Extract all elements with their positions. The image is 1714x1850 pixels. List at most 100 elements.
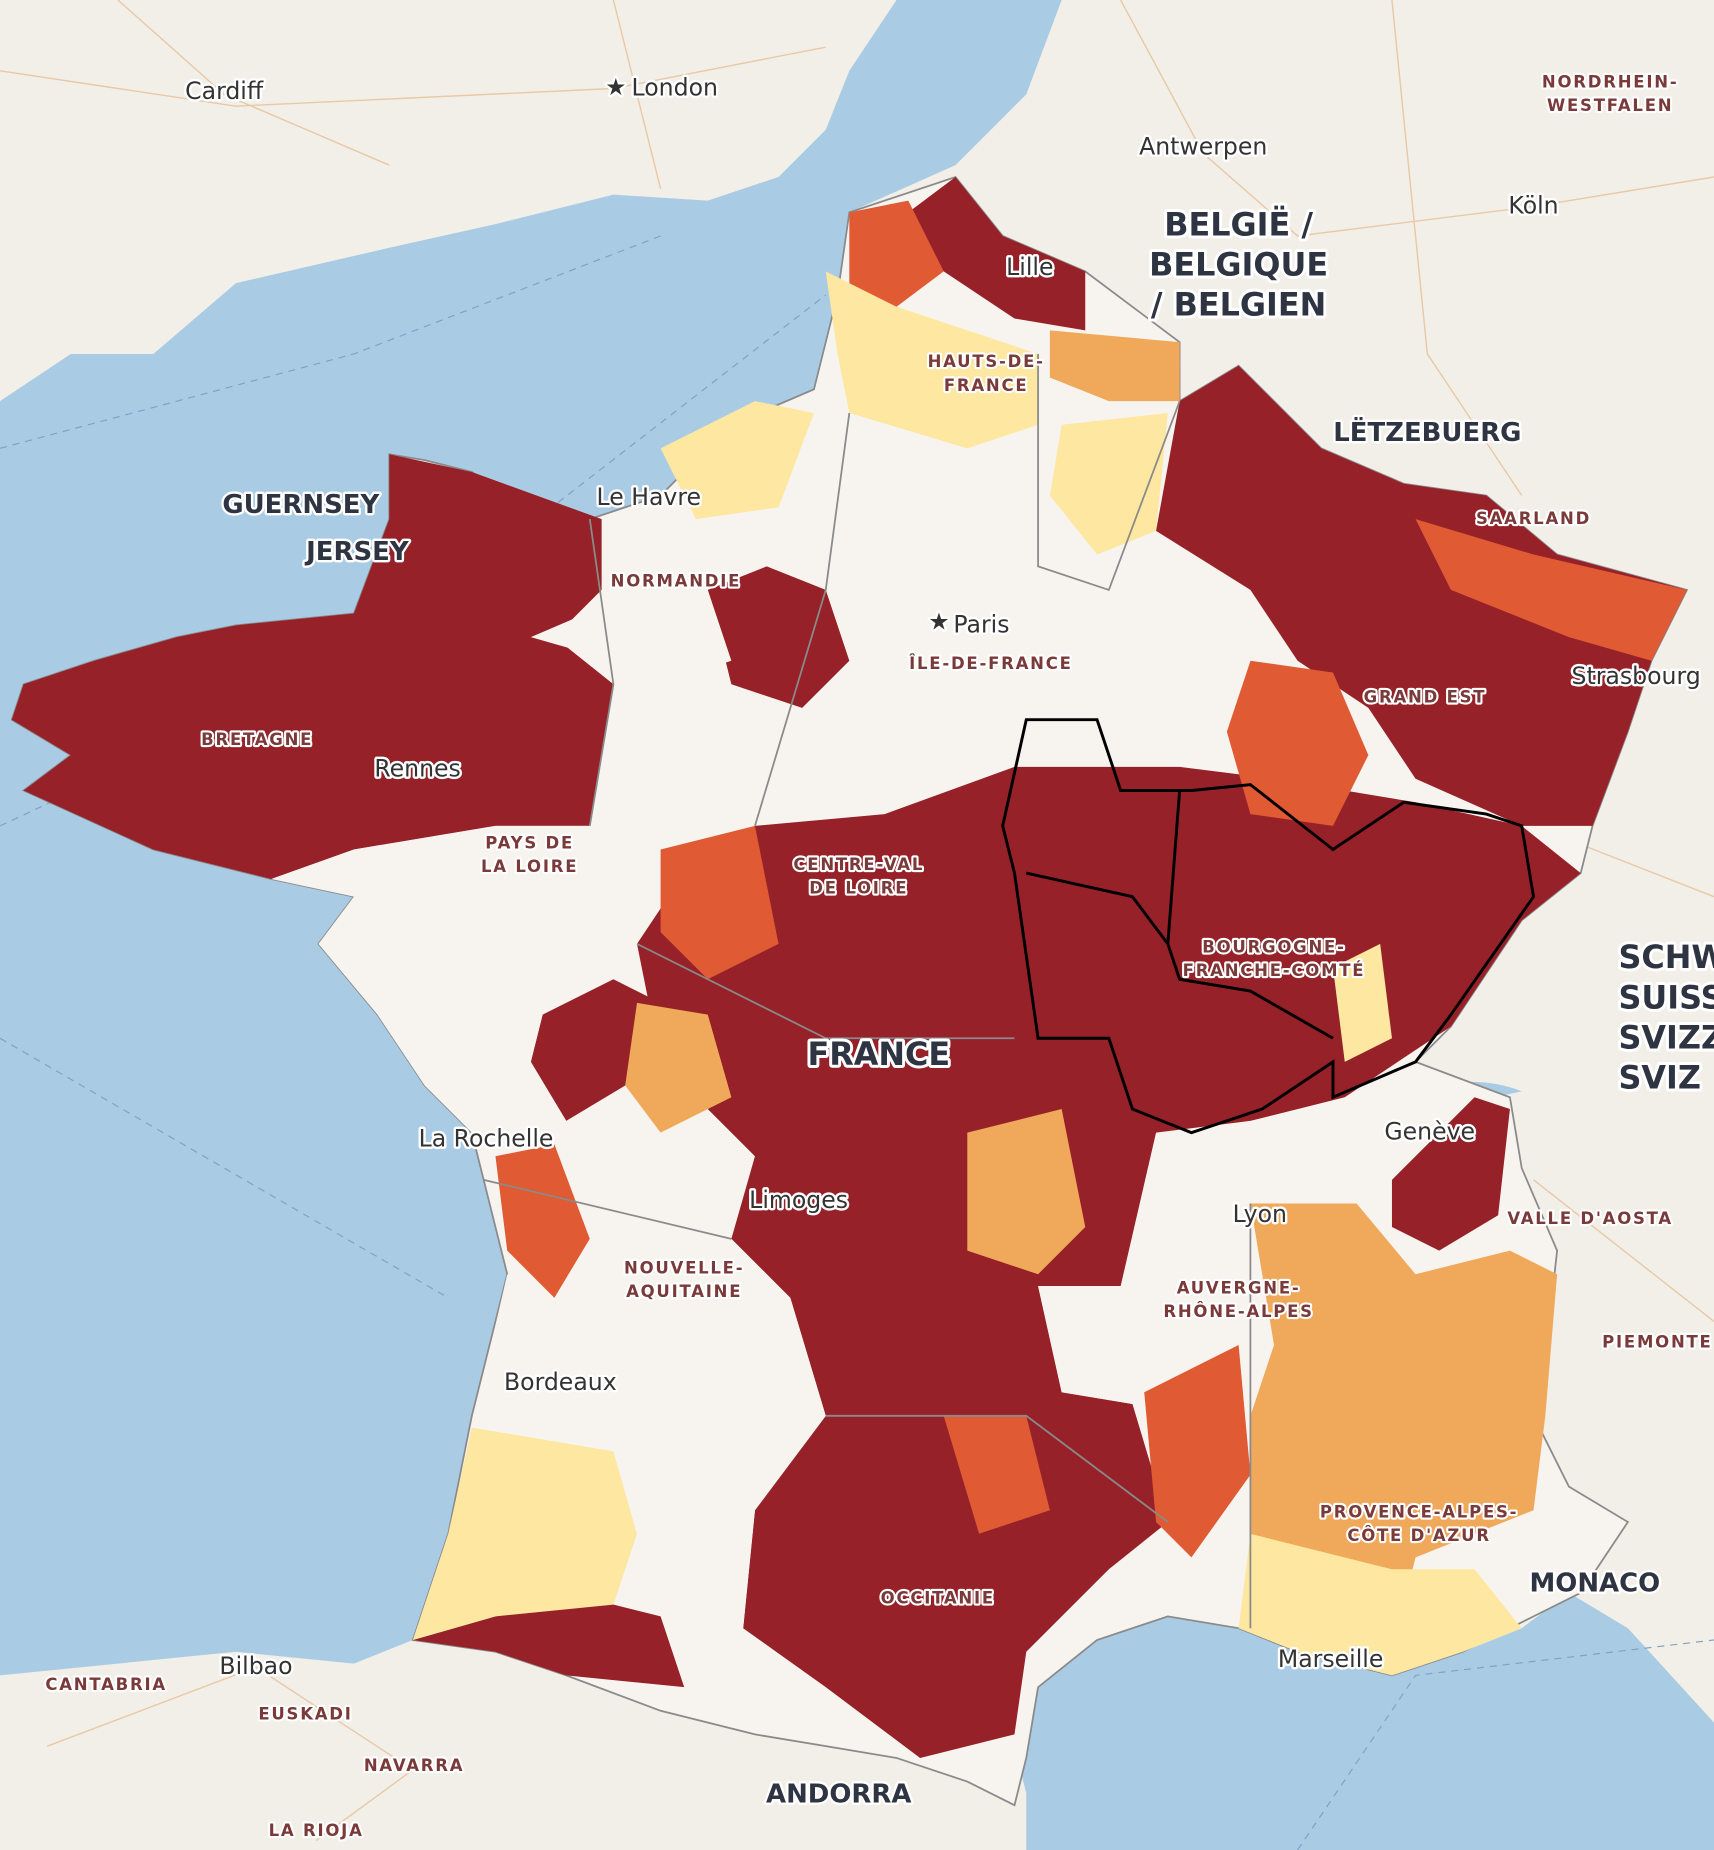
place-label: London: [632, 73, 718, 101]
label-line: PIEMONTE: [1602, 1332, 1712, 1351]
label-line: Paris: [953, 610, 1009, 638]
place-label: Marseille: [1278, 1645, 1383, 1673]
label-line: CENTRE-VAL: [793, 854, 924, 873]
label-line: / BELGIEN: [1151, 286, 1326, 324]
label-line: BELGIQUE: [1149, 246, 1328, 284]
capital-star: ★: [605, 73, 626, 101]
label-line: BELGIË /: [1164, 206, 1313, 244]
place-label: Bordeaux: [504, 1367, 617, 1395]
sea: [0, 0, 1062, 1676]
label-line: Cardiff: [185, 77, 264, 105]
place-label: NOUVELLE- AQUITAINE: [624, 1258, 744, 1301]
region-area: [1049, 412, 1168, 555]
place-label: AUVERGNE- RHÔNE-ALPES: [1163, 1278, 1313, 1321]
region-area: [625, 1002, 732, 1133]
label-line: SVIZZ: [1618, 1018, 1714, 1056]
label-line: Antwerpen: [1139, 132, 1267, 160]
place-label: LËTZEBUERG: [1333, 416, 1521, 448]
france-choropleth: [10, 175, 1689, 1807]
region-area: [412, 1592, 685, 1688]
region-area: [1038, 1286, 1168, 1405]
label-line: SCHW: [1618, 938, 1714, 976]
region-area: [1391, 1097, 1510, 1251]
place-label: ANDORRA: [766, 1779, 911, 1809]
region-area: [1415, 519, 1687, 661]
place-label: SCHWSUISSSVIZZSVIZ: [1618, 938, 1714, 1096]
place-label: LA RIOJA: [269, 1821, 364, 1840]
label-line: VALLE D'AOSTA: [1507, 1208, 1673, 1227]
region-area: [1132, 1120, 1251, 1298]
capital-star: ★: [928, 607, 949, 635]
label-line: MONACO: [1529, 1568, 1660, 1598]
label-line: La Rochelle: [419, 1124, 554, 1152]
place-label: CENTRE-VAL DE LOIRE: [793, 854, 924, 897]
region-area: [967, 1109, 1086, 1275]
region-area: [660, 825, 779, 980]
label-line: AUVERGNE-: [1177, 1278, 1301, 1297]
region-area: [412, 1427, 637, 1640]
place-label: Lille: [1006, 252, 1053, 280]
label-line: FRANCE: [944, 375, 1029, 394]
place-label: EUSKADI: [258, 1704, 352, 1723]
label-line: GRAND EST: [1364, 687, 1487, 706]
label-line: GUERNSEY: [222, 489, 380, 519]
place-label: BRETAGNE: [201, 729, 313, 748]
region-area: [271, 825, 661, 1157]
label-line: LA RIOJA: [269, 1821, 364, 1840]
label-line: Lyon: [1233, 1200, 1287, 1228]
place-label: FRANCE: [807, 1035, 950, 1073]
label-line: SVIZ: [1618, 1059, 1701, 1097]
place-label: Limoges: [749, 1186, 848, 1214]
place-label: PROVENCE-ALPES- CÔTE D'AZUR: [1320, 1502, 1518, 1545]
place-label: GRAND EST: [1364, 687, 1487, 706]
label-line: SAARLAND: [1476, 509, 1591, 528]
region-area: [1049, 330, 1180, 402]
label-line: ÎLE-DE-FRANCE: [909, 654, 1073, 673]
place-label: MONACO: [1529, 1568, 1660, 1598]
label-line: Rennes: [374, 754, 461, 782]
label-line: Strasbourg: [1572, 662, 1701, 690]
label-line: Genève: [1384, 1117, 1475, 1145]
region-area: [1238, 1533, 1522, 1676]
region-area: [530, 979, 661, 1121]
place-label: La Rochelle: [419, 1124, 554, 1152]
place-label: Antwerpen: [1139, 132, 1267, 160]
label-line: LËTZEBUERG: [1333, 416, 1521, 448]
place-label: NORMANDIE: [611, 571, 742, 590]
label-line: ANDORRA: [766, 1779, 911, 1809]
region-area: [471, 1179, 826, 1629]
label-line: PAYS DE: [485, 833, 574, 852]
region-area: [1156, 365, 1687, 826]
label-line: London: [632, 73, 718, 101]
place-label: NAVARRA: [364, 1756, 464, 1775]
place-label: Le Havre: [597, 482, 702, 510]
label-line: RHÔNE-ALPES: [1163, 1301, 1313, 1320]
region-area: [707, 566, 850, 708]
labels: Cardiff London Antwerpen NORDRHEIN- WESTFALE…: [43, 70, 1714, 1842]
place-label: OCCITANIE: [881, 1588, 995, 1607]
label-line: CANTABRIA: [45, 1674, 167, 1693]
label-line: JERSEY: [304, 537, 410, 567]
label-line: Bordeaux: [504, 1367, 617, 1395]
place-label: BELGIË / BELGIQUE / BELGIEN: [1149, 206, 1328, 324]
label-line: HAUTS-DE-: [928, 352, 1045, 371]
place-label: SAARLAND: [1476, 509, 1591, 528]
place-label: JERSEY: [304, 537, 410, 567]
sea: [1014, 1592, 1714, 1850]
region-area: [931, 684, 1133, 767]
region-area: [825, 271, 1039, 449]
selected-region-outline: [1001, 718, 1536, 1135]
label-line: DE LOIRE: [809, 878, 908, 897]
label-line: NAVARRA: [364, 1756, 464, 1775]
place-label: Köln: [1508, 191, 1558, 219]
place-label: PIEMONTE: [1602, 1332, 1712, 1351]
label-line: Marseille: [1278, 1645, 1383, 1673]
region-area: [495, 1144, 590, 1298]
place-label: BOURGOGNE- FRANCHE-COMTÉ: [1183, 937, 1366, 980]
label-line: SUISS: [1618, 978, 1714, 1016]
label-line: LA LOIRE: [481, 857, 578, 876]
label-line: Bilbao: [219, 1652, 292, 1680]
label-line: Köln: [1508, 191, 1558, 219]
place-label: NORDRHEIN- WESTFALEN: [1542, 72, 1679, 115]
